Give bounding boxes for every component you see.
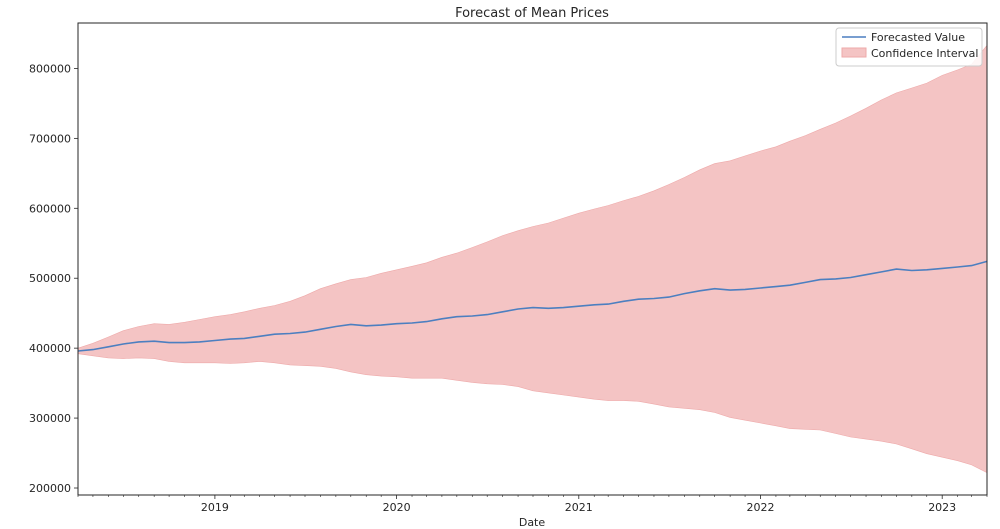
y-tick-label: 500000 bbox=[29, 272, 71, 285]
y-tick-label: 300000 bbox=[29, 412, 71, 425]
y-tick-label: 800000 bbox=[29, 62, 71, 75]
legend-label-ci: Confidence Interval bbox=[871, 47, 978, 60]
legend-label-forecast: Forecasted Value bbox=[871, 31, 965, 44]
x-tick-label: 2022 bbox=[746, 501, 774, 514]
plot-frame bbox=[77, 22, 988, 496]
y-tick-label: 200000 bbox=[29, 482, 71, 495]
legend-box bbox=[835, 27, 983, 67]
y-tick-label: 400000 bbox=[29, 342, 71, 355]
legend: Forecasted Value Confidence Interval bbox=[835, 27, 983, 67]
y-tick-label: 600000 bbox=[29, 202, 71, 215]
x-tick-label: 2019 bbox=[201, 501, 229, 514]
x-tick-label: 2023 bbox=[928, 501, 956, 514]
legend-band-swatch bbox=[841, 47, 867, 58]
y-tick-label: 700000 bbox=[29, 132, 71, 145]
x-tick-label: 2021 bbox=[565, 501, 593, 514]
x-axis: 2019 2020 2021 2022 2023 bbox=[77, 495, 988, 514]
y-axis: 200000 300000 400000 500000 600000 700000 8000… bbox=[29, 62, 78, 495]
x-tick-label: 2020 bbox=[383, 501, 411, 514]
chart-title: Forecast of Mean Prices bbox=[455, 6, 609, 21]
x-axis-title: Date bbox=[519, 516, 546, 529]
forecast-line bbox=[77, 260, 988, 352]
